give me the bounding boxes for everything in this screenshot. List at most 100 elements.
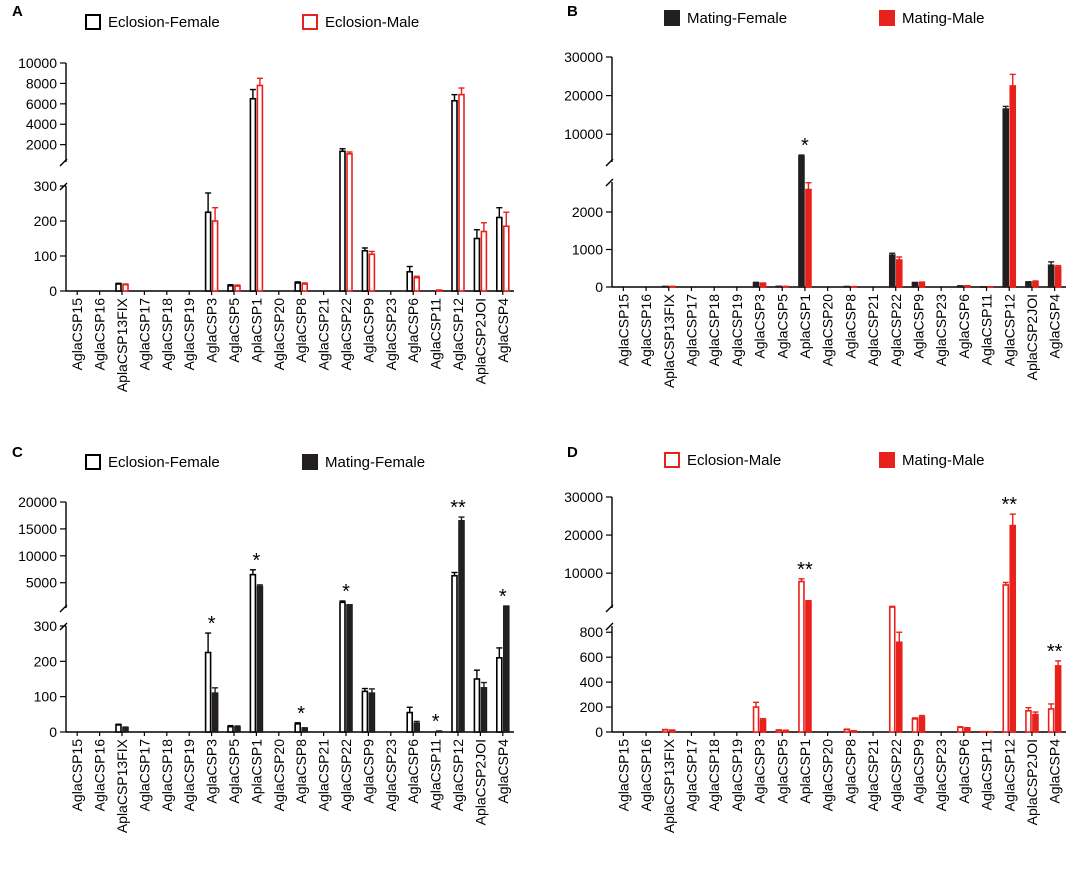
- bar: [362, 251, 367, 291]
- x-tick-label: AplaCSP13FIX: [661, 293, 677, 388]
- panel-label: A: [12, 3, 23, 20]
- legend-label: Eclosion-Female: [108, 14, 220, 31]
- bar: [481, 232, 486, 292]
- y-tick-label: 800: [580, 624, 604, 640]
- y-tick-label: 20000: [18, 494, 57, 510]
- bar: [1049, 709, 1054, 732]
- x-tick-label: AglaCSP5: [774, 294, 790, 359]
- x-tick-label: AglaCSP12: [1001, 294, 1017, 367]
- significance-mark: **: [1047, 641, 1063, 663]
- panel-label: B: [567, 3, 578, 20]
- bar: [912, 719, 917, 732]
- significance-mark: **: [797, 559, 813, 581]
- legend-label: Mating-Male: [902, 452, 985, 469]
- bar: [369, 254, 374, 291]
- x-tick-label: AglaCSP22: [338, 298, 354, 371]
- bar: [1010, 86, 1015, 287]
- bar: [504, 606, 509, 732]
- bar: [235, 727, 240, 732]
- bar: [474, 679, 479, 732]
- x-tick-label: AglaCSP20: [820, 294, 836, 367]
- x-tick-label: AglaCSP3: [204, 739, 220, 804]
- x-tick-label: AglaCSP3: [752, 739, 768, 804]
- x-tick-label: AglaCSP16: [92, 739, 108, 812]
- x-tick-label: AplaCSP2JOI: [1024, 739, 1040, 825]
- x-tick-label: AglaCSP19: [181, 298, 197, 371]
- x-tick-label: AglaCSP4: [495, 298, 511, 363]
- y-tick-label: 0: [49, 283, 57, 299]
- bar: [806, 601, 811, 732]
- bar: [919, 283, 924, 288]
- legend-swatch: [665, 11, 679, 25]
- bar: [123, 285, 128, 291]
- x-tick-label: AglaCSP21: [865, 294, 881, 367]
- x-tick-label: AglaCSP12: [450, 739, 466, 812]
- x-tick-label: AglaCSP4: [1047, 294, 1063, 359]
- y-tick-label: 600: [580, 649, 604, 665]
- y-tick-label: 200: [34, 653, 58, 669]
- y-tick-label: 2000: [572, 204, 603, 220]
- bar: [369, 693, 374, 732]
- x-tick-label: AglaCSP9: [910, 739, 926, 804]
- x-tick-label: AglaCSP23: [383, 298, 399, 371]
- y-tick-label: 30000: [564, 49, 603, 65]
- y-tick-label: 20000: [564, 88, 603, 104]
- bar: [459, 95, 464, 291]
- significance-mark: *: [342, 581, 350, 603]
- x-tick-label: AglaCSP17: [683, 294, 699, 367]
- bar: [1049, 265, 1054, 287]
- bar: [1033, 282, 1038, 287]
- significance-mark: *: [297, 703, 305, 725]
- x-tick-label: AglaCSP12: [1001, 739, 1017, 812]
- x-tick-label: AglaCSP22: [888, 294, 904, 367]
- x-tick-label: AglaCSP8: [842, 739, 858, 804]
- bar: [414, 278, 419, 291]
- x-tick-label: AglaCSP21: [865, 739, 881, 812]
- x-tick-label: AplaCSP1: [797, 294, 813, 359]
- y-tick-label: 10000: [564, 565, 603, 581]
- legend-swatch: [303, 455, 317, 469]
- legend-label: Mating-Male: [902, 10, 985, 27]
- bar: [235, 286, 240, 291]
- x-tick-label: AplaCSP2JOI: [1024, 294, 1040, 380]
- x-tick-label: AglaCSP15: [615, 294, 631, 367]
- bar: [340, 151, 345, 291]
- x-tick-label: AglaCSP8: [842, 294, 858, 359]
- x-tick-label: AglaCSP22: [888, 739, 904, 812]
- x-tick-label: AglaCSP11: [428, 739, 444, 811]
- x-tick-label: AglaCSP5: [226, 298, 242, 363]
- x-tick-label: AglaCSP8: [293, 739, 309, 804]
- bar: [890, 255, 895, 287]
- bar: [213, 693, 218, 732]
- x-tick-label: AglaCSP11: [979, 739, 995, 811]
- bar: [1003, 585, 1008, 732]
- x-tick-label: AglaCSP18: [159, 739, 175, 812]
- bar: [799, 156, 804, 287]
- y-tick-label: 10000: [18, 548, 57, 564]
- bar: [414, 723, 419, 732]
- axis-break-mark: [606, 159, 613, 166]
- bar: [761, 720, 766, 732]
- bar: [459, 521, 464, 732]
- x-tick-label: AglaCSP15: [69, 739, 85, 812]
- x-tick-label: AglaCSP6: [956, 739, 972, 804]
- x-tick-label: AglaCSP9: [360, 298, 376, 363]
- y-tick-label: 0: [595, 279, 603, 295]
- bar: [481, 688, 486, 732]
- bar: [754, 707, 759, 732]
- y-tick-label: 200: [34, 213, 58, 229]
- significance-mark: *: [208, 613, 216, 635]
- bar: [958, 727, 963, 732]
- bar: [497, 658, 502, 732]
- y-tick-label: 8000: [26, 75, 57, 91]
- panel-label: D: [567, 444, 578, 461]
- x-tick-label: AglaCSP18: [706, 739, 722, 812]
- bar: [890, 607, 895, 732]
- legend-swatch: [86, 455, 100, 469]
- bar: [1056, 267, 1061, 287]
- x-tick-label: AglaCSP17: [136, 739, 152, 812]
- y-tick-label: 2000: [26, 137, 57, 153]
